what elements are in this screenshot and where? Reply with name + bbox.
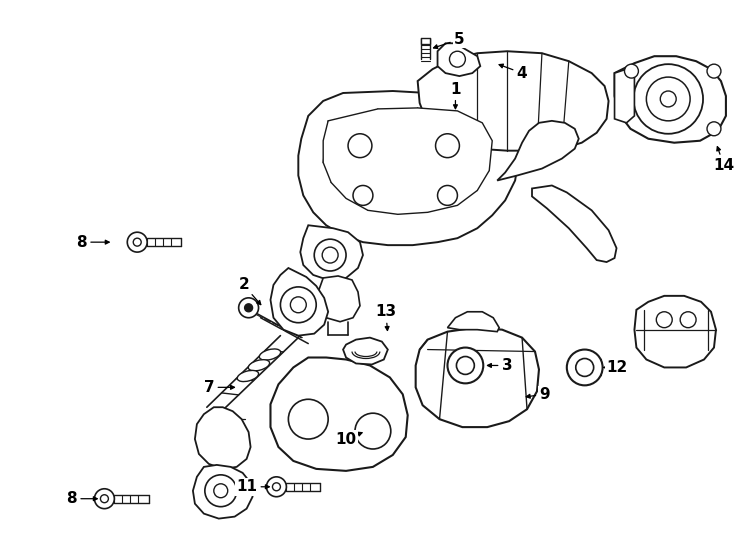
Circle shape — [567, 349, 603, 386]
Circle shape — [314, 239, 346, 271]
Polygon shape — [418, 51, 608, 151]
Text: 3: 3 — [487, 358, 512, 373]
Polygon shape — [270, 268, 328, 336]
Circle shape — [448, 348, 483, 383]
Text: 11: 11 — [236, 480, 269, 494]
Circle shape — [214, 484, 228, 498]
Circle shape — [680, 312, 696, 328]
Text: 5: 5 — [434, 32, 465, 49]
Polygon shape — [300, 225, 363, 280]
Circle shape — [244, 304, 252, 312]
Polygon shape — [195, 407, 250, 469]
Circle shape — [633, 64, 703, 134]
Polygon shape — [298, 91, 519, 245]
Circle shape — [457, 356, 474, 374]
Circle shape — [239, 298, 258, 318]
Text: 12: 12 — [604, 360, 627, 375]
Circle shape — [205, 475, 236, 507]
Polygon shape — [421, 38, 429, 44]
Text: 14: 14 — [713, 147, 734, 173]
Circle shape — [95, 489, 115, 509]
Circle shape — [647, 77, 690, 121]
Circle shape — [322, 247, 338, 263]
Circle shape — [101, 495, 109, 503]
Polygon shape — [319, 276, 360, 322]
Ellipse shape — [248, 360, 269, 371]
Circle shape — [656, 312, 672, 328]
Circle shape — [291, 297, 306, 313]
Text: 6: 6 — [0, 539, 1, 540]
Ellipse shape — [259, 349, 280, 360]
Circle shape — [348, 134, 372, 158]
Polygon shape — [634, 296, 716, 367]
Polygon shape — [193, 465, 252, 518]
Circle shape — [575, 359, 594, 376]
Text: 8: 8 — [66, 491, 97, 506]
Polygon shape — [614, 56, 726, 143]
Text: 13: 13 — [375, 304, 396, 330]
Polygon shape — [437, 43, 480, 76]
Circle shape — [661, 91, 676, 107]
Circle shape — [134, 238, 141, 246]
Circle shape — [435, 134, 459, 158]
Polygon shape — [343, 338, 388, 364]
Circle shape — [266, 477, 286, 497]
Polygon shape — [614, 69, 634, 123]
Circle shape — [437, 185, 457, 205]
Text: 9: 9 — [526, 387, 550, 402]
Polygon shape — [270, 357, 407, 471]
Ellipse shape — [237, 370, 258, 382]
Polygon shape — [532, 185, 617, 262]
Circle shape — [355, 413, 390, 449]
Text: 1: 1 — [450, 82, 461, 109]
Circle shape — [127, 232, 148, 252]
Text: 10: 10 — [335, 431, 362, 447]
Circle shape — [288, 399, 328, 439]
Circle shape — [625, 64, 639, 78]
Polygon shape — [448, 312, 499, 332]
Circle shape — [272, 483, 280, 491]
Text: 8: 8 — [76, 235, 109, 249]
Circle shape — [707, 122, 721, 136]
Polygon shape — [497, 121, 578, 180]
Text: 2: 2 — [239, 278, 261, 305]
Circle shape — [280, 287, 316, 323]
Polygon shape — [323, 108, 493, 214]
Circle shape — [449, 51, 465, 67]
Circle shape — [353, 185, 373, 205]
Text: 7: 7 — [203, 380, 234, 395]
Circle shape — [707, 64, 721, 78]
Polygon shape — [415, 328, 539, 427]
Text: 4: 4 — [499, 64, 527, 80]
